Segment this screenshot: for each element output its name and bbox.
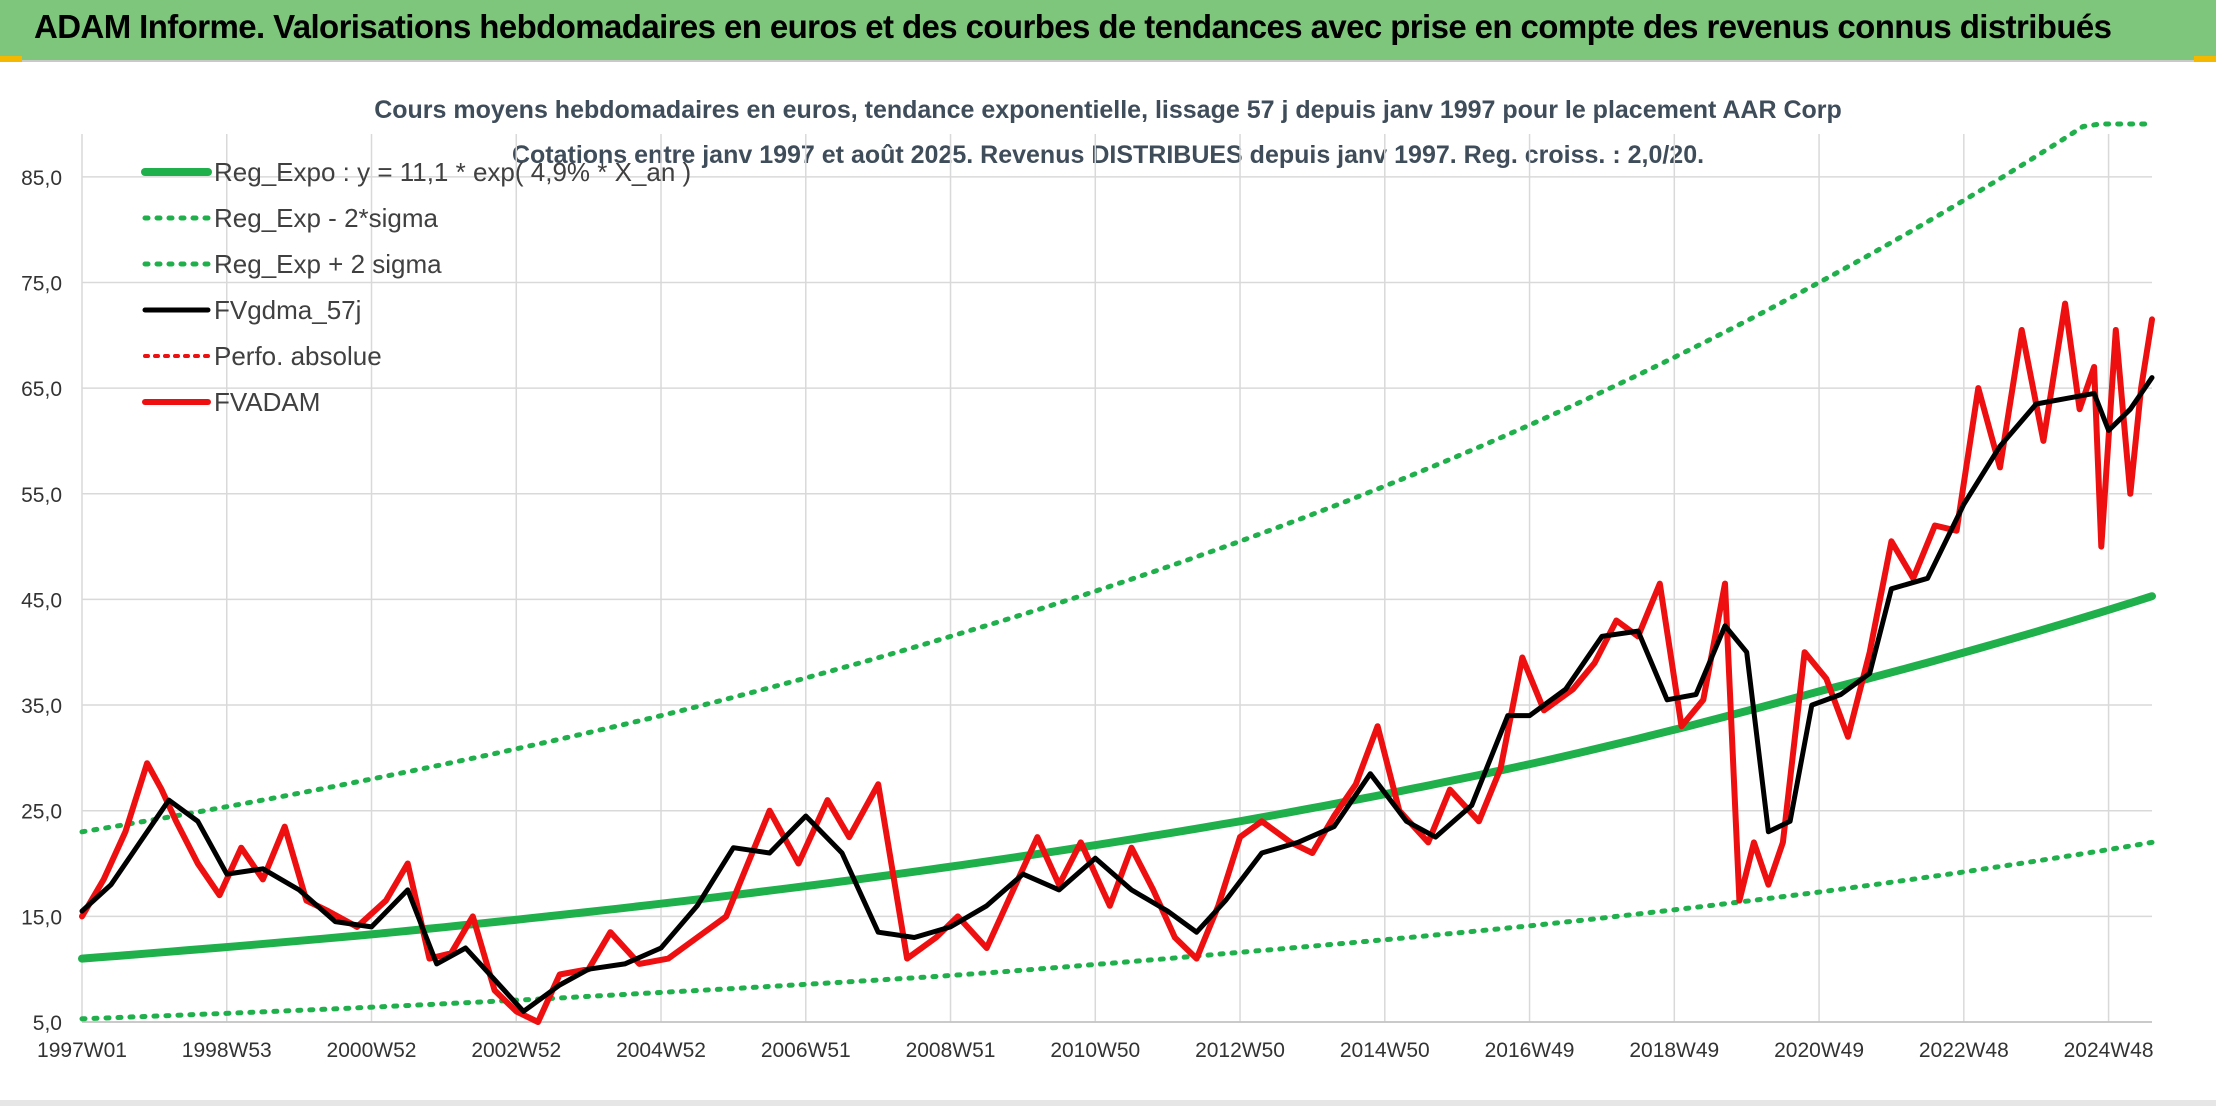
- y-tick-label: 45,0: [21, 589, 62, 612]
- header-bar: ADAM Informe. Valorisations hebdomadaire…: [0, 0, 2216, 62]
- y-tick-label: 85,0: [21, 167, 62, 190]
- series-reg-exp-plus: [79, 121, 2155, 835]
- x-tick-label: 2024W48: [2064, 1039, 2154, 1062]
- series-fvgdma-57j: [79, 375, 2155, 1014]
- chart-area: Cours moyens hebdomadaires en euros, ten…: [0, 64, 2216, 1106]
- x-tick-label: 2012W50: [1195, 1039, 1285, 1062]
- x-tick-label: 2006W51: [761, 1039, 851, 1062]
- y-tick-label: 65,0: [21, 378, 62, 401]
- x-tick-label: 1997W01: [37, 1039, 127, 1062]
- x-tick-label: 2020W49: [1774, 1039, 1864, 1062]
- y-tick-label: 75,0: [21, 272, 62, 295]
- x-tick-label: 2022W48: [1919, 1039, 2009, 1062]
- legend-label: Perfo. absolue: [214, 341, 382, 371]
- series-fvadam: [79, 300, 2155, 1025]
- chart-title-line-1: Cours moyens hebdomadaires en euros, ten…: [374, 96, 1842, 124]
- x-tick-label: 2002W52: [471, 1039, 561, 1062]
- chart-title-line-2: Cotations entre janv 1997 et août 2025. …: [512, 141, 1704, 169]
- y-tick-label: 55,0: [21, 484, 62, 507]
- legend-label: Reg_Exp - 2*sigma: [214, 203, 439, 233]
- x-tick-label: 2000W52: [327, 1039, 417, 1062]
- x-tick-label: 2008W51: [906, 1039, 996, 1062]
- corner-accent-right: [2194, 56, 2216, 62]
- legend-label: Reg_Exp + 2 sigma: [214, 249, 442, 279]
- x-tick-label: 2004W52: [616, 1039, 706, 1062]
- legend-label: FVADAM: [214, 387, 320, 417]
- x-tick-label: 1998W53: [182, 1039, 272, 1062]
- frame-bottom: [0, 1100, 2216, 1106]
- x-tick-label: 2014W50: [1340, 1039, 1430, 1062]
- y-tick-label: 5,0: [33, 1012, 62, 1035]
- legend-label: Reg_Expo : y = 11,1 * exp( 4,9% * X_an ): [214, 157, 691, 187]
- series-reg-expo: [78, 592, 2156, 963]
- x-tick-label: 2018W49: [1629, 1039, 1719, 1062]
- x-tick-label: 2016W49: [1485, 1039, 1575, 1062]
- trend-chart: Cours moyens hebdomadaires en euros, ten…: [21, 96, 2156, 1062]
- series-reg-exp-minus: [79, 839, 2155, 1022]
- y-tick-label: 25,0: [21, 801, 62, 824]
- y-tick-label: 35,0: [21, 695, 62, 718]
- legend-label: FVgdma_57j: [214, 295, 361, 325]
- page-title: ADAM Informe. Valorisations hebdomadaire…: [34, 8, 2112, 45]
- corner-accent-left: [0, 56, 22, 62]
- x-tick-label: 2010W50: [1050, 1039, 1140, 1062]
- y-tick-label: 15,0: [21, 906, 62, 929]
